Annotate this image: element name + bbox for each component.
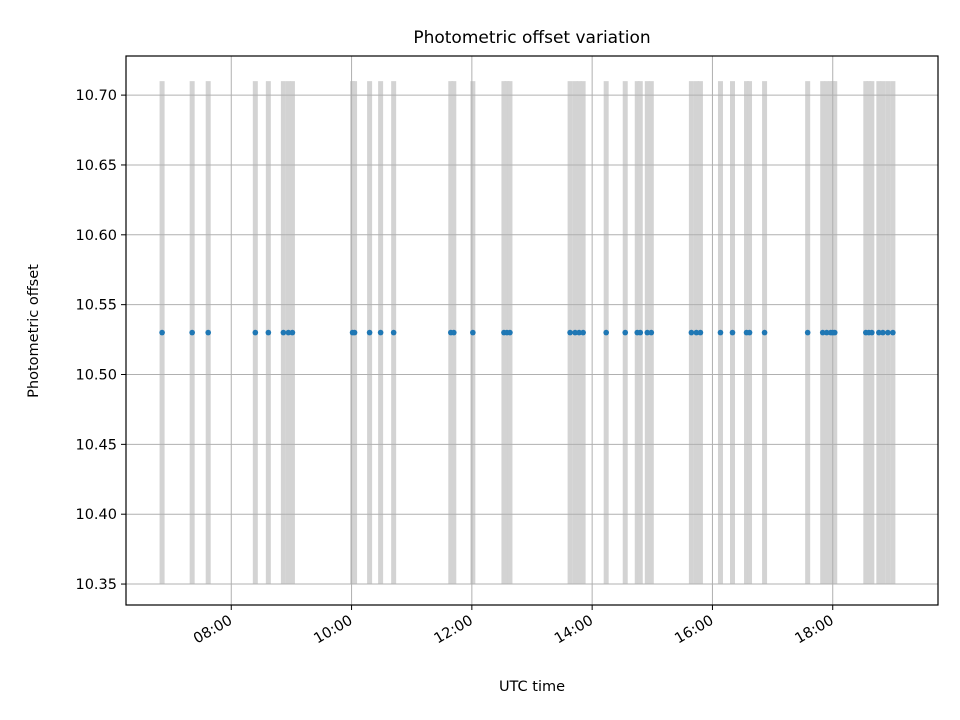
- data-point: [366, 329, 373, 336]
- data-point: [688, 329, 695, 336]
- data-point: [746, 329, 753, 336]
- data-point: [717, 329, 724, 336]
- y-axis-ticks: 10.35 10.40 10.45 10.50 10.55 10.60 10.65 10.70: [75, 88, 126, 593]
- data-point: [761, 329, 768, 336]
- data-point: [507, 329, 513, 336]
- data-point: [880, 329, 886, 336]
- data-point: [280, 329, 287, 336]
- data-point: [159, 329, 165, 336]
- data-point: [823, 329, 830, 336]
- data-point: [644, 329, 651, 336]
- y-tick-label: 10.45: [75, 437, 117, 453]
- data-point: [377, 329, 384, 336]
- y-tick-label: 10.60: [75, 228, 117, 244]
- data-point: [285, 329, 292, 336]
- data-point: [648, 329, 655, 336]
- y-tick-label: 10.35: [75, 577, 117, 593]
- data-point: [729, 329, 736, 336]
- data-point: [885, 329, 891, 336]
- data-point: [804, 329, 811, 336]
- data-point: [205, 329, 212, 336]
- data-point: [576, 329, 582, 336]
- y-axis-label: Photometric offset: [26, 264, 42, 398]
- plot-frame: [125, 55, 939, 606]
- data-point: [470, 329, 476, 336]
- data-point: [890, 329, 896, 336]
- data-point: [622, 329, 629, 336]
- y-tick-label: 10.40: [75, 507, 117, 523]
- data-point: [390, 329, 397, 336]
- data-points: [159, 329, 896, 336]
- data-point: [351, 329, 358, 336]
- data-point: [697, 329, 704, 336]
- chart-title: Photometric offset variation: [413, 28, 650, 48]
- data-point: [637, 329, 644, 336]
- data-point: [289, 329, 296, 336]
- data-point: [451, 329, 457, 336]
- data-point: [265, 329, 272, 336]
- x-axis-label: UTC time: [499, 679, 565, 695]
- data-point: [693, 329, 700, 336]
- data-point: [189, 329, 195, 336]
- data-point: [252, 329, 259, 336]
- data-point: [603, 329, 609, 336]
- data-point: [869, 329, 875, 336]
- y-tick-label: 10.50: [75, 368, 117, 384]
- data-point: [831, 329, 838, 336]
- data-point: [819, 329, 826, 336]
- y-tick-label: 10.65: [75, 158, 117, 174]
- data-point: [580, 329, 586, 336]
- data-point: [572, 329, 578, 336]
- y-tick-label: 10.55: [75, 298, 117, 314]
- y-tick-label: 10.70: [75, 88, 117, 104]
- data-point: [876, 329, 882, 336]
- data-point: [567, 329, 573, 336]
